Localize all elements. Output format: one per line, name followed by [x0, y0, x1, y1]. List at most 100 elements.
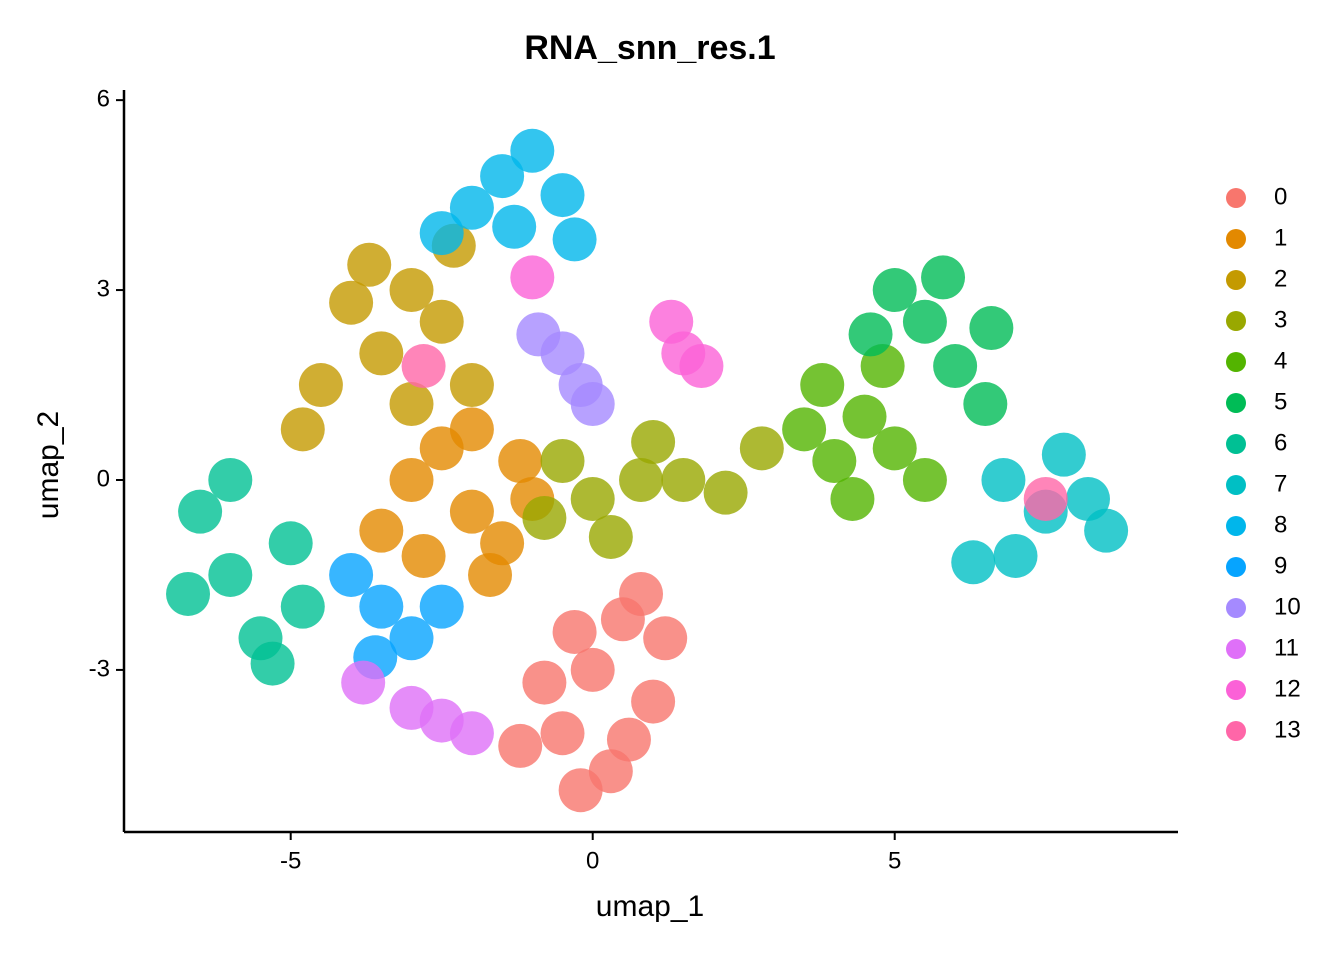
point [492, 204, 537, 249]
point [872, 426, 917, 471]
point [480, 154, 525, 199]
point [631, 420, 676, 465]
point [981, 457, 1026, 502]
point [516, 312, 561, 357]
legend-label: 10 [1274, 593, 1301, 620]
point [419, 299, 464, 344]
legend-swatch [1226, 598, 1246, 618]
point [510, 255, 555, 300]
legend-label: 3 [1274, 306, 1287, 333]
point [812, 439, 857, 483]
point [401, 344, 446, 389]
legend-label: 5 [1274, 388, 1287, 415]
point [347, 242, 392, 287]
legend-label: 7 [1274, 470, 1287, 497]
y-tick-label: 0 [97, 465, 110, 492]
point [782, 407, 827, 452]
point [389, 457, 434, 502]
legend-swatch [1226, 188, 1246, 208]
point [703, 470, 748, 515]
point [268, 521, 313, 566]
point [619, 457, 664, 502]
legend-label: 4 [1274, 347, 1287, 374]
point [449, 489, 494, 534]
legend-swatch [1226, 434, 1246, 454]
point [588, 514, 633, 559]
point [1041, 432, 1086, 477]
point [359, 508, 404, 553]
point [1084, 508, 1129, 553]
point [643, 616, 688, 661]
legend-label: 11 [1274, 634, 1299, 661]
point [389, 685, 434, 730]
point [250, 641, 295, 686]
point [359, 331, 404, 376]
point [739, 426, 784, 471]
point [830, 476, 875, 521]
point [298, 363, 343, 408]
point [540, 439, 585, 483]
legend-swatch [1226, 639, 1246, 659]
point [166, 571, 211, 616]
legend-swatch [1226, 270, 1246, 290]
point [902, 457, 947, 502]
legend-swatch [1226, 352, 1246, 372]
point [552, 217, 597, 262]
point [280, 407, 325, 452]
point [280, 584, 325, 629]
point [449, 407, 494, 452]
point [208, 457, 253, 502]
point [329, 552, 374, 597]
legend-swatch [1226, 516, 1246, 536]
point [570, 476, 615, 521]
point [329, 280, 374, 325]
legend-swatch [1226, 229, 1246, 249]
y-tick-label: -3 [89, 655, 110, 682]
legend-swatch [1226, 311, 1246, 331]
x-tick-label: 5 [888, 847, 901, 874]
point [570, 382, 615, 427]
point [401, 533, 446, 578]
point [498, 723, 543, 768]
point [208, 552, 253, 597]
legend-label: 12 [1274, 675, 1301, 702]
point [389, 382, 434, 427]
point [389, 268, 434, 313]
point [178, 489, 223, 534]
point [419, 211, 464, 256]
point [1023, 476, 1068, 521]
point [649, 299, 694, 344]
y-axis-label: umap_2 [32, 411, 65, 519]
legend-label: 0 [1274, 183, 1287, 210]
point [570, 647, 615, 692]
point [468, 552, 513, 597]
point [540, 711, 585, 756]
point [606, 717, 651, 762]
point [540, 173, 585, 218]
point [419, 584, 464, 629]
point [449, 711, 494, 756]
legend-label: 6 [1274, 429, 1287, 456]
point [498, 439, 543, 483]
legend-label: 8 [1274, 511, 1287, 538]
point [449, 363, 494, 408]
point [842, 394, 887, 439]
point [969, 306, 1014, 351]
point [933, 344, 978, 389]
point [522, 495, 567, 540]
point [993, 533, 1038, 578]
point [902, 299, 947, 344]
point [679, 344, 724, 389]
y-tick-label: 3 [97, 275, 110, 302]
point [872, 268, 917, 313]
x-tick-label: -5 [280, 847, 301, 874]
chart-title: RNA_snn_res.1 [524, 29, 775, 67]
point [510, 128, 555, 173]
point [522, 660, 567, 705]
point [661, 457, 706, 502]
legend-label: 1 [1274, 224, 1287, 251]
y-tick-label: 6 [97, 85, 110, 112]
point [963, 382, 1008, 427]
point [800, 363, 845, 408]
